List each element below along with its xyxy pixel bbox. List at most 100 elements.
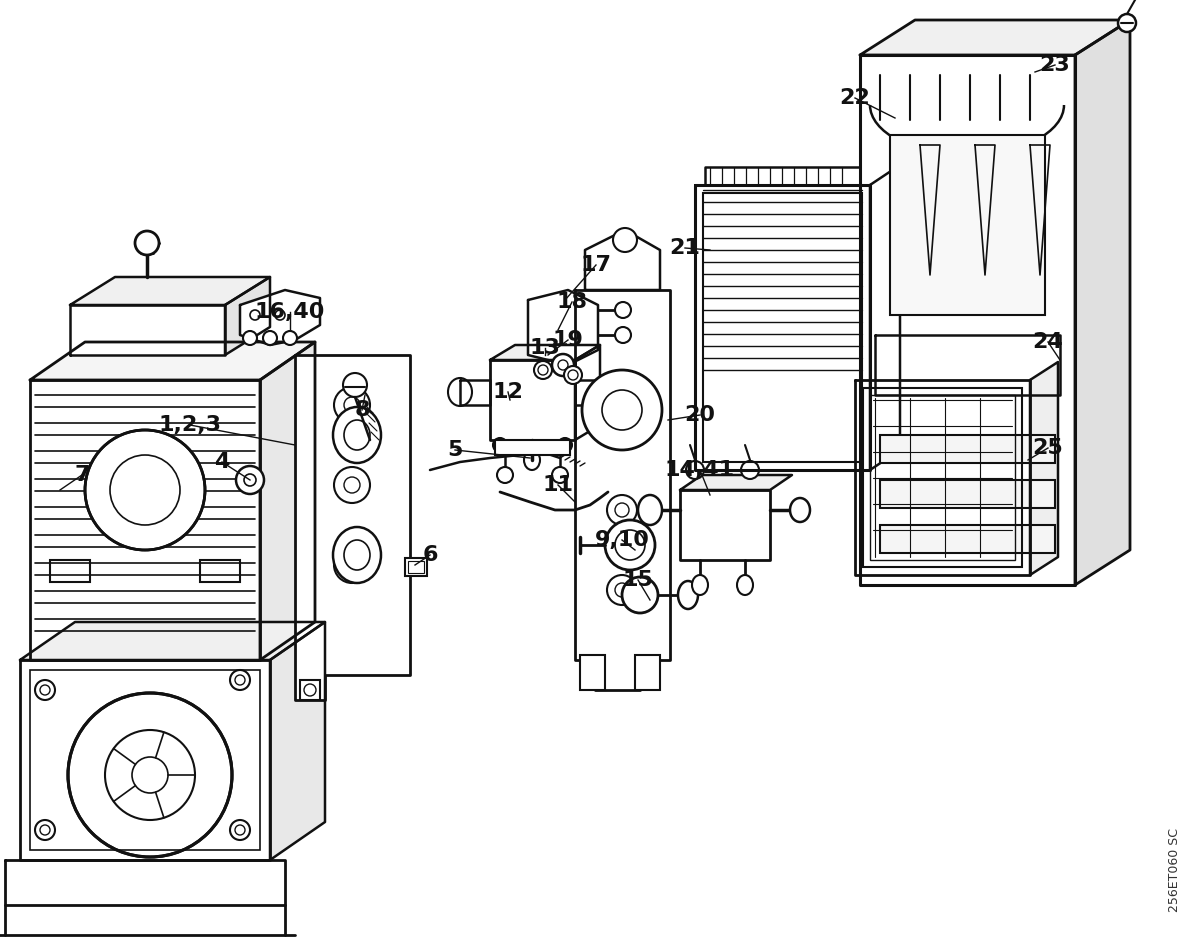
Circle shape (564, 366, 582, 384)
Circle shape (497, 467, 514, 483)
Bar (496, 440, 570, 455)
Polygon shape (70, 305, 226, 355)
Text: 14,41: 14,41 (665, 460, 736, 480)
Polygon shape (528, 290, 598, 365)
Circle shape (236, 466, 264, 494)
Circle shape (283, 331, 298, 345)
Circle shape (68, 693, 232, 857)
Bar (880, 435, 1055, 463)
Circle shape (534, 361, 552, 379)
Circle shape (85, 430, 205, 550)
Text: 12: 12 (492, 382, 523, 402)
Polygon shape (30, 380, 260, 660)
Bar (890, 135, 1045, 315)
Polygon shape (695, 185, 870, 470)
Polygon shape (586, 230, 660, 290)
Circle shape (622, 577, 658, 613)
Polygon shape (680, 475, 792, 490)
Circle shape (605, 520, 655, 570)
Text: 25: 25 (1033, 438, 1063, 458)
Polygon shape (270, 622, 325, 860)
Polygon shape (575, 290, 670, 690)
Text: 11: 11 (542, 475, 574, 495)
Bar (408, 561, 424, 573)
Ellipse shape (638, 495, 662, 525)
Bar (863, 388, 1022, 567)
Polygon shape (295, 355, 410, 700)
Polygon shape (706, 167, 860, 185)
Text: 21: 21 (670, 238, 701, 258)
Circle shape (230, 670, 250, 690)
Polygon shape (30, 342, 314, 380)
Circle shape (552, 354, 574, 376)
Text: 19: 19 (552, 330, 583, 350)
Polygon shape (226, 277, 270, 355)
Text: 256ET060 SC: 256ET060 SC (1169, 828, 1182, 912)
Circle shape (616, 327, 631, 343)
Polygon shape (70, 277, 270, 305)
Polygon shape (240, 290, 320, 345)
Polygon shape (680, 490, 770, 560)
Text: 20: 20 (684, 405, 715, 425)
Text: 5: 5 (448, 440, 463, 460)
Circle shape (607, 495, 637, 525)
Text: 23: 23 (1039, 55, 1070, 75)
Bar (880, 480, 1055, 508)
Polygon shape (490, 360, 575, 440)
Text: 8: 8 (354, 400, 370, 420)
Text: 17: 17 (581, 255, 612, 275)
Polygon shape (854, 380, 1030, 575)
Polygon shape (1030, 362, 1058, 575)
Bar (580, 655, 605, 690)
Circle shape (1118, 14, 1136, 32)
Polygon shape (860, 55, 1075, 585)
Circle shape (582, 370, 662, 450)
Polygon shape (875, 335, 1060, 395)
Text: 4: 4 (215, 452, 229, 472)
Polygon shape (260, 342, 314, 660)
Circle shape (552, 467, 568, 483)
Circle shape (242, 331, 257, 345)
Ellipse shape (692, 575, 708, 595)
Bar (635, 655, 660, 690)
Circle shape (263, 331, 277, 345)
Text: 7: 7 (74, 465, 90, 485)
Text: 24: 24 (1033, 332, 1063, 352)
Polygon shape (1030, 145, 1050, 275)
Polygon shape (920, 145, 940, 275)
Text: 18: 18 (557, 292, 588, 312)
Polygon shape (860, 20, 1130, 55)
Circle shape (616, 302, 631, 318)
Circle shape (134, 231, 158, 255)
Circle shape (35, 680, 55, 700)
Circle shape (343, 373, 367, 397)
Ellipse shape (737, 575, 754, 595)
Circle shape (607, 575, 637, 605)
Bar (406, 558, 427, 576)
Circle shape (230, 820, 250, 840)
Circle shape (613, 228, 637, 252)
Polygon shape (870, 165, 900, 470)
Circle shape (334, 387, 370, 423)
Circle shape (686, 461, 704, 479)
Polygon shape (1075, 20, 1130, 585)
Text: 15: 15 (623, 570, 654, 590)
Circle shape (334, 547, 370, 583)
Bar (30, 670, 260, 850)
Polygon shape (575, 345, 600, 440)
Bar (870, 395, 1015, 560)
Polygon shape (5, 860, 286, 905)
Circle shape (334, 467, 370, 503)
Ellipse shape (334, 527, 382, 583)
Polygon shape (575, 380, 610, 405)
Circle shape (35, 820, 55, 840)
Polygon shape (460, 380, 490, 405)
Circle shape (493, 438, 508, 452)
Bar (300, 680, 320, 700)
Circle shape (742, 461, 760, 479)
Text: 13: 13 (529, 338, 560, 358)
Text: 9,10: 9,10 (594, 530, 649, 550)
Polygon shape (20, 622, 325, 660)
Ellipse shape (334, 407, 382, 463)
Ellipse shape (790, 498, 810, 522)
